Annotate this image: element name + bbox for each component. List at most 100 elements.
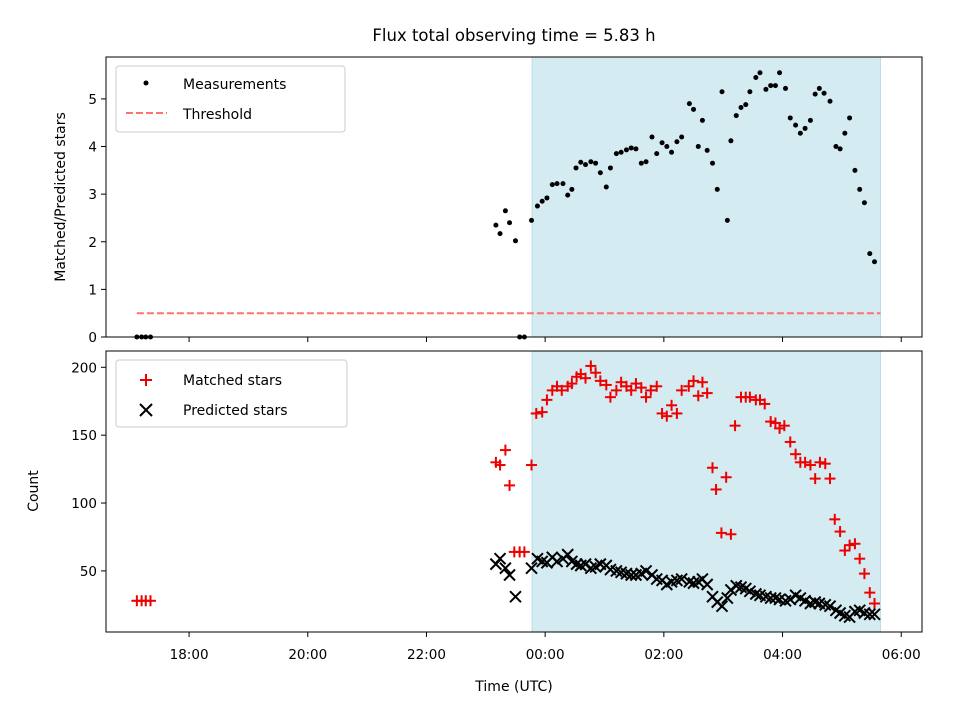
top-panel: 0 1 2 3 4 5 Matched/Predicted stars Measureme… [53,56,923,346]
measurement-point [807,117,813,123]
legend-threshold-label: Threshold [182,107,252,123]
y-tick-label: 100 [71,496,97,512]
measurement-point [578,159,584,165]
measurement-point [699,117,705,123]
measurement-point [618,149,624,155]
measurement-point [768,83,774,89]
matched-stars-point [499,444,511,456]
x-tick-label: 18:00 [170,647,209,663]
predicted-stars-point [639,564,653,578]
matched-stars-point [590,367,602,379]
measurement-point [544,195,550,201]
matched-stars-point [692,390,704,402]
measurement-point [664,144,670,150]
measurement-point [603,184,609,190]
top-legend-box [115,65,346,133]
measurement-point [560,181,566,187]
measurement-point [507,220,513,226]
measurement-point [852,167,858,173]
predicted-stars-point [675,572,688,586]
bottom-y-axis-label: Count [26,470,42,512]
matched-stars-point [814,456,826,468]
predicted-stars-point [823,600,837,613]
legend-predicted-label: Predicted stars [183,403,288,419]
matched-stars-point [715,527,727,539]
measurement-point [833,144,839,150]
matched-stars-point [580,372,592,384]
legend-measurements-marker [143,80,149,86]
matched-stars-point [809,473,821,485]
predicted-stars-point [769,591,782,605]
measurement-point [638,160,644,166]
bottom-panel: 50 100 150 200 18:00 20:00 22:00 00:00 02:00 04:… [26,350,923,695]
bottom-x-axis-ticks: 18:00 20:00 22:00 00:00 02:00 04:00 06:00 [170,632,921,663]
matched-stars-point [145,595,157,607]
measurement-point [695,144,701,150]
measurement-point [714,186,720,192]
measurement-point [649,134,655,140]
legend-measurements-label: Measurements [183,77,286,93]
measurement-point [728,138,734,144]
measurement-point [743,102,749,108]
matched-stars-point [600,379,612,391]
y-tick-label: 50 [80,564,97,580]
measurement-point [654,151,660,157]
top-x-axis-ticks [188,337,902,342]
matched-stars-point [854,553,866,565]
measurement-point [539,198,545,204]
matched-stars-point [541,394,553,406]
matched-stars-point [710,483,722,495]
y-tick-label: 0 [88,330,97,346]
measurement-point [827,98,833,104]
bottom-plot-frame [105,350,923,633]
measurement-point [719,89,725,95]
bottom-legend-box [115,359,348,428]
matched-stars-point [594,375,606,387]
predicted-stars-point [525,561,538,575]
matched-stars-point [585,360,597,372]
measurement-point [783,85,789,91]
matched-stars-series [131,360,881,609]
measurement-point [643,159,649,165]
matched-stars-point [566,378,578,390]
matched-stars-point [744,391,756,403]
predicted-stars-point [721,591,734,605]
chart-title: Flux total observing time = 5.83 h [372,26,655,45]
predicted-stars-series [489,548,881,624]
matched-stars-point [494,459,506,471]
matched-stars-point [688,375,700,387]
measurement-point [502,208,508,214]
matched-stars-point [651,380,663,392]
measurement-point [691,106,697,112]
measurement-point [679,134,685,140]
measurement-point [607,165,613,171]
observing-window-span [531,56,881,338]
matched-stars-point [518,546,530,558]
top-legend: Measurements Threshold [115,65,346,133]
measurement-point [777,70,783,76]
measurement-point [837,146,843,152]
measurement-point [724,217,730,223]
measurement-point [549,182,555,188]
matched-stars-point [666,399,678,411]
measurement-point [753,74,759,80]
matched-stars-point [645,384,657,396]
measurement-point [787,115,793,121]
x-tick-label: 04:00 [763,647,802,663]
measurement-point [674,139,680,145]
predicted-stars-point [749,587,763,601]
matched-stars-point [683,380,695,392]
measurement-point [583,162,589,168]
measurement-point [793,122,799,128]
measurement-point [669,149,675,155]
matched-stars-point [707,462,719,474]
top-y-axis-ticks: 0 1 2 3 4 5 [88,92,106,346]
matched-stars-point [784,436,796,448]
measurement-point [842,130,848,136]
measurement-point [588,159,594,165]
predicted-stars-point [808,595,822,609]
matched-stars-point [824,473,836,485]
y-tick-label: 2 [88,235,97,251]
measurement-point [529,217,535,223]
